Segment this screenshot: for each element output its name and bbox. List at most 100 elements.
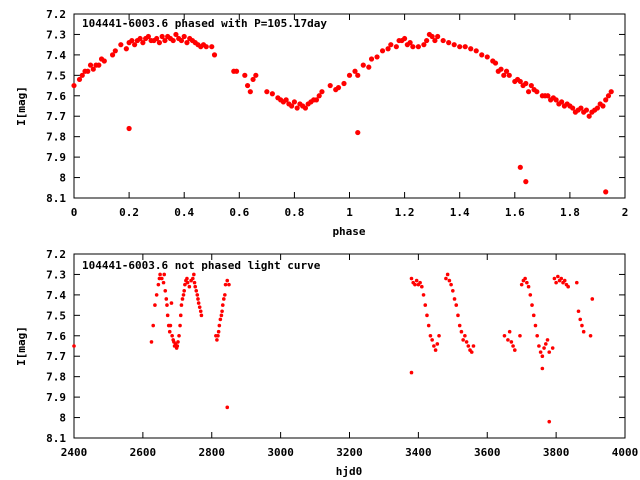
data-point (410, 44, 416, 50)
data-point (346, 72, 353, 78)
data-point (534, 89, 540, 95)
data-point (471, 344, 476, 348)
data-point (302, 105, 309, 111)
y-tick-label: 7.7 (46, 110, 66, 123)
data-point (211, 52, 218, 58)
data-point (388, 42, 394, 48)
data-point (547, 350, 552, 354)
data-point (484, 54, 490, 60)
chart-title: 104441-6003.6 not phased light curve (82, 259, 321, 272)
data-point (90, 66, 96, 72)
data-point (162, 37, 168, 44)
data-point (583, 107, 590, 113)
data-point (523, 276, 527, 281)
data-point (71, 82, 77, 89)
data-point (170, 333, 174, 338)
data-point (187, 284, 192, 289)
data-point (195, 293, 200, 297)
data-point (183, 282, 187, 287)
data-point (479, 52, 485, 58)
data-point (178, 37, 185, 44)
data-point (457, 323, 462, 328)
data-point (233, 68, 240, 74)
x-tick-label: 1.4 (450, 206, 470, 219)
data-point (531, 313, 536, 318)
data-point (559, 276, 564, 281)
data-point (447, 278, 452, 283)
data-point (158, 272, 162, 277)
data-point (576, 309, 581, 314)
x-axis-label: phase (332, 225, 365, 238)
data-point (537, 344, 541, 348)
data-point (283, 97, 289, 103)
data-point (227, 282, 231, 287)
data-point (185, 276, 189, 281)
data-point (341, 80, 347, 87)
data-point (162, 272, 167, 277)
data-point (178, 313, 183, 318)
data-point (530, 303, 534, 307)
data-point (432, 37, 438, 44)
data-point (132, 42, 138, 48)
data-point (218, 317, 223, 322)
data-point (511, 344, 515, 348)
data-point (535, 333, 539, 338)
data-point (415, 44, 421, 50)
data-point (528, 293, 533, 297)
data-point (223, 282, 228, 287)
data-point (242, 72, 248, 78)
data-point (385, 46, 391, 52)
data-point (360, 62, 366, 68)
data-point (550, 346, 555, 350)
data-point (85, 68, 91, 74)
data-point (153, 303, 157, 307)
y-tick-label: 7.5 (46, 309, 66, 322)
data-point (76, 76, 83, 83)
y-tick-label: 8 (59, 172, 66, 185)
data-point (473, 48, 479, 54)
data-point (156, 282, 161, 287)
y-tick-label: 8.1 (46, 432, 66, 445)
data-point (451, 42, 457, 48)
x-tick-label: 0.4 (174, 206, 194, 219)
y-tick-label: 7.6 (46, 90, 66, 103)
x-tick-label: 0 (71, 206, 78, 219)
y-ticks: 7.2 7.3 7.4 7.5 7.6 7.7 7.8 7.9 8 8.1 (46, 248, 625, 445)
data-point (553, 97, 559, 103)
x-tick-label: 4000 (612, 446, 639, 459)
data-point (543, 342, 548, 346)
x-tick-label: 3600 (474, 446, 501, 459)
data-point (87, 62, 94, 68)
data-point (492, 60, 499, 66)
data-point (72, 344, 76, 348)
x-tick-label: 1.8 (560, 206, 580, 219)
data-point (428, 333, 433, 338)
data-point (402, 35, 408, 42)
data-point (223, 293, 227, 297)
y-tick-label: 8.1 (46, 192, 66, 205)
data-point (590, 297, 595, 301)
y-axis-label: I[mag] (15, 326, 28, 366)
data-point (581, 329, 586, 334)
data-point (264, 89, 270, 95)
data-point (109, 52, 116, 58)
data-point (191, 276, 195, 281)
y-tick-label: 7.6 (46, 330, 66, 343)
data-point (173, 31, 179, 38)
data-point (456, 313, 460, 318)
data-point (608, 89, 614, 95)
data-point (413, 282, 417, 287)
data-point (151, 323, 156, 328)
data-point (156, 40, 163, 46)
data-point (538, 350, 543, 354)
data-point (101, 58, 107, 64)
data-point (603, 189, 609, 195)
data-point (525, 89, 532, 95)
data-point (433, 348, 438, 352)
data-point (196, 297, 200, 301)
data-point (192, 280, 197, 285)
x-tick-label: 2800 (199, 446, 226, 459)
data-point (421, 42, 427, 48)
data-point (407, 40, 413, 46)
